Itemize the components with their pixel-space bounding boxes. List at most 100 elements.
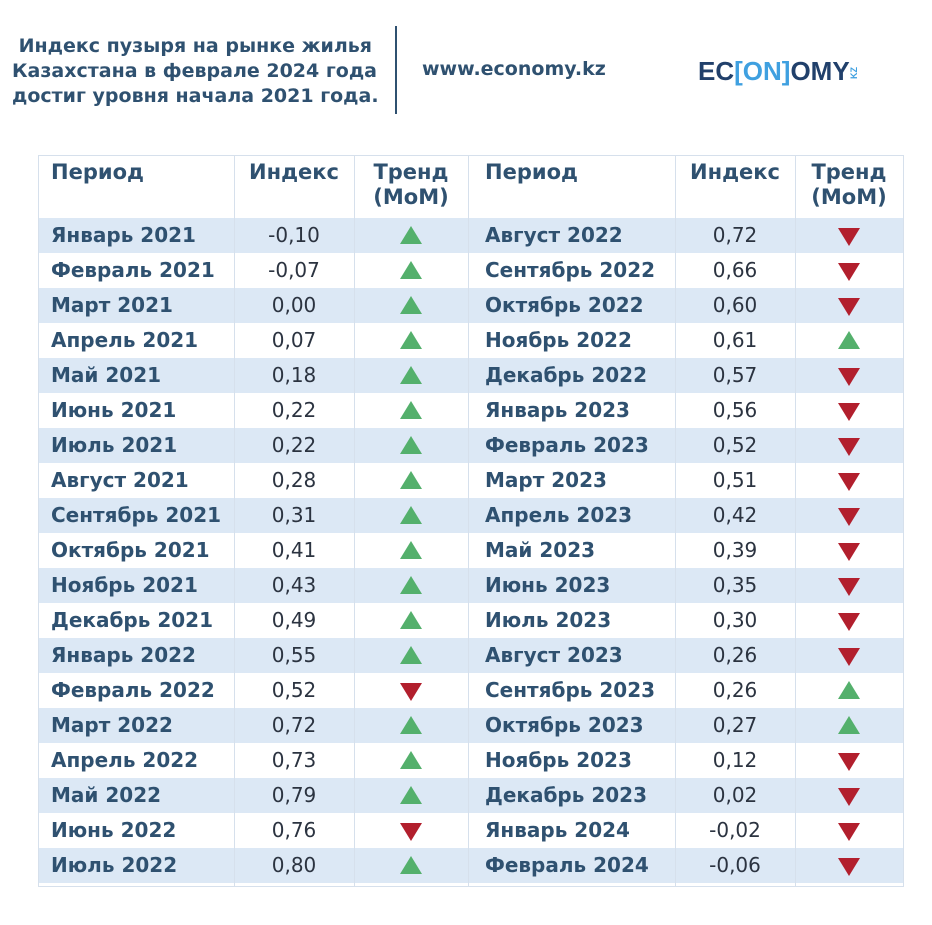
table-row: Июнь 2022 0,76 Январь 2024 -0,02 (39, 813, 903, 848)
index-cell: 0,31 (271, 503, 317, 527)
logo-suffix-kz: KZ (848, 67, 859, 79)
table-row: Август 2021 0,28 Март 2023 0,51 (39, 463, 903, 498)
period-cell: Май 2023 (485, 538, 596, 562)
trend-cell (795, 778, 903, 813)
table-row: Май 2021 0,18 Декабрь 2022 0,57 (39, 358, 903, 393)
trend-cell (795, 323, 903, 358)
trend-cell (355, 743, 467, 778)
trend-cell (355, 778, 467, 813)
period-cell: Сентябрь 2021 (51, 503, 222, 527)
trend-down-icon (838, 367, 860, 386)
trend-cell (795, 393, 903, 428)
header: Индекс пузыря на рынке жилья Казахстана … (0, 0, 932, 150)
header-trend-right: Тренд (MoM) (795, 156, 903, 222)
title-line: достиг уровня начала 2021 года. (12, 85, 379, 107)
trend-cell (355, 603, 467, 638)
index-cell: 0,61 (712, 328, 758, 352)
table-row: Февраль 2022 0,52 Сентябрь 2023 0,26 (39, 673, 903, 708)
header-index-right: Индекс (690, 160, 780, 184)
period-cell: Июнь 2021 (51, 398, 177, 422)
trend-down-icon (838, 297, 860, 316)
table-row: Ноябрь 2021 0,43 Июнь 2023 0,35 (39, 568, 903, 603)
index-cell: -0,02 (709, 818, 761, 842)
trend-cell (795, 708, 903, 743)
table-row: Январь 2022 0,55 Август 2023 0,26 (39, 638, 903, 673)
economy-logo[interactable]: EC[ON]OMYKZ (698, 56, 862, 86)
trend-up-icon (400, 225, 422, 244)
trend-cell (355, 393, 467, 428)
table-row: Май 2022 0,79 Декабрь 2023 0,02 (39, 778, 903, 813)
trend-cell (795, 358, 903, 393)
period-cell: Май 2022 (51, 783, 162, 807)
period-cell: Апрель 2021 (51, 328, 199, 352)
trend-up-icon (400, 575, 422, 594)
table-row: Март 2021 0,00 Октябрь 2022 0,60 (39, 288, 903, 323)
trend-up-icon (838, 680, 860, 699)
trend-cell (795, 813, 903, 848)
trend-down-icon (400, 822, 422, 841)
trend-cell (795, 253, 903, 288)
index-cell: 0,28 (271, 468, 317, 492)
trend-cell (795, 568, 903, 603)
period-cell: Июнь 2023 (485, 573, 611, 597)
trend-down-icon (838, 542, 860, 561)
trend-cell (355, 323, 467, 358)
logo-part-ec: EC (698, 56, 735, 86)
trend-up-icon (400, 295, 422, 314)
period-cell: Февраль 2022 (51, 678, 215, 702)
trend-up-icon (400, 470, 422, 489)
period-cell: Ноябрь 2021 (51, 573, 198, 597)
index-cell: 0,80 (271, 853, 317, 877)
period-cell: Январь 2024 (485, 818, 630, 842)
index-cell: 0,22 (271, 433, 317, 457)
index-cell: 0,26 (712, 643, 758, 667)
trend-down-icon (838, 647, 860, 666)
table-row: Февраль 2021 -0,07 Сентябрь 2022 0,66 (39, 253, 903, 288)
column-divider (234, 156, 235, 886)
index-cell: 0,30 (712, 608, 758, 632)
trend-up-icon (400, 645, 422, 664)
index-cell: 0,60 (712, 293, 758, 317)
index-cell: 0,52 (712, 433, 758, 457)
trend-cell (355, 673, 467, 708)
trend-cell (355, 568, 467, 603)
column-divider (468, 156, 469, 886)
index-cell: -0,07 (268, 258, 320, 282)
period-cell: Май 2021 (51, 363, 162, 387)
trend-cell (795, 848, 903, 883)
trend-cell (355, 358, 467, 393)
header-period-right: Период (485, 160, 578, 184)
period-cell: Январь 2021 (51, 223, 196, 247)
title-line: Казахстана в феврале 2024 года (12, 60, 378, 82)
trend-cell (355, 638, 467, 673)
trend-up-icon (400, 610, 422, 629)
index-cell: 0,66 (712, 258, 758, 282)
logo-part-omy: OMY (790, 56, 850, 86)
trend-cell (355, 463, 467, 498)
column-divider (354, 156, 355, 886)
header-trend-left: Тренд (MoM) (355, 156, 467, 222)
index-cell: 0,72 (271, 713, 317, 737)
period-cell: Июль 2021 (51, 433, 178, 457)
site-url[interactable]: www.economy.kz (422, 58, 606, 80)
table-row: Июнь 2021 0,22 Январь 2023 0,56 (39, 393, 903, 428)
trend-down-icon (838, 402, 860, 421)
logo-part-on: [ON] (734, 56, 791, 86)
period-cell: Ноябрь 2022 (485, 328, 632, 352)
table-header: Период Индекс Тренд (MoM) Период Индекс … (39, 156, 903, 218)
table-row: Апрель 2021 0,07 Ноябрь 2022 0,61 (39, 323, 903, 358)
trend-cell (795, 218, 903, 253)
header-index-left: Индекс (249, 160, 339, 184)
table-row: Июль 2022 0,80 Февраль 2024 -0,06 (39, 848, 903, 883)
header-trend-line2: (MoM) (373, 185, 449, 209)
trend-cell (795, 603, 903, 638)
period-cell: Апрель 2022 (51, 748, 199, 772)
trend-down-icon (838, 262, 860, 281)
trend-up-icon (400, 505, 422, 524)
column-divider (675, 156, 676, 886)
index-cell: 0,07 (271, 328, 317, 352)
period-cell: Октябрь 2021 (51, 538, 210, 562)
trend-up-icon (400, 365, 422, 384)
period-cell: Январь 2023 (485, 398, 630, 422)
trend-cell (355, 218, 467, 253)
